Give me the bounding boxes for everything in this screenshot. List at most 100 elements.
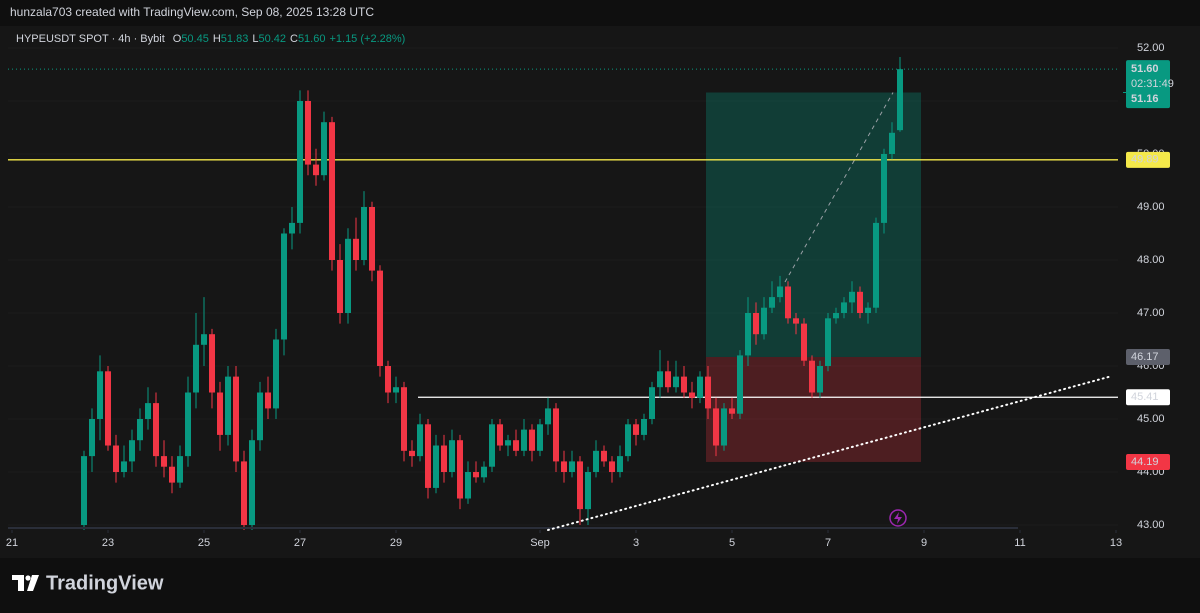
candle-body bbox=[393, 387, 399, 393]
alert-bolt bbox=[894, 512, 902, 524]
chart-panel bbox=[0, 26, 1200, 558]
legend-value: 51.83 bbox=[221, 33, 249, 45]
candle-body bbox=[225, 376, 231, 435]
candle-body bbox=[705, 376, 711, 409]
candle-body bbox=[433, 445, 439, 488]
last-price-bg bbox=[1126, 60, 1170, 109]
plot-area bbox=[8, 47, 1118, 530]
candle-body bbox=[97, 371, 103, 420]
candle-body bbox=[505, 440, 511, 446]
candle-body bbox=[793, 318, 799, 324]
candle-body bbox=[257, 392, 263, 441]
candle-body bbox=[449, 440, 455, 473]
x-tick-label: 13 bbox=[1110, 537, 1122, 549]
candle-body bbox=[873, 222, 879, 308]
candle-body bbox=[601, 450, 607, 462]
candle-body bbox=[369, 206, 375, 271]
symbol-legend: HYPEUSDT SPOT · 4h · Bybit O50.45 H51.83 L 5… bbox=[16, 33, 405, 45]
candle-body bbox=[577, 461, 583, 510]
candle-body bbox=[593, 450, 599, 473]
level-label-bg bbox=[1126, 389, 1170, 406]
target-label: 51.16 bbox=[1131, 93, 1159, 105]
candle-body bbox=[697, 376, 703, 398]
level-label: 49.89 bbox=[1131, 154, 1159, 166]
candle-body bbox=[345, 238, 351, 314]
candle-body bbox=[329, 122, 335, 260]
candle-body bbox=[489, 424, 495, 467]
candle-body bbox=[105, 371, 111, 446]
logo-text: TradingView bbox=[46, 572, 164, 594]
candle-body bbox=[281, 233, 287, 340]
candle-body bbox=[897, 69, 903, 131]
y-tick-label: 48.00 bbox=[1137, 254, 1165, 266]
candle-body bbox=[657, 371, 663, 388]
candle-body bbox=[441, 445, 447, 473]
level-label: 45.41 bbox=[1131, 391, 1159, 403]
candle-body bbox=[721, 408, 727, 446]
candle-body bbox=[545, 408, 551, 425]
candle-body bbox=[241, 461, 247, 526]
y-tick-label: 49.00 bbox=[1137, 201, 1165, 213]
candle-body bbox=[337, 259, 343, 314]
candle-body bbox=[401, 387, 407, 451]
candle-body bbox=[689, 392, 695, 398]
candle-body bbox=[809, 360, 815, 393]
legend-key: C bbox=[290, 33, 298, 45]
candle-body bbox=[585, 472, 591, 510]
candle-body bbox=[553, 408, 559, 462]
candle-body bbox=[185, 392, 191, 457]
header-text: hunzala703 created with TradingView.com,… bbox=[10, 5, 374, 19]
candle-body bbox=[457, 440, 463, 499]
candle-body bbox=[409, 450, 415, 457]
candle-body bbox=[313, 164, 319, 176]
candle-body bbox=[529, 429, 535, 451]
candle-body bbox=[265, 392, 271, 409]
candle-body bbox=[833, 313, 839, 319]
candle-body bbox=[641, 419, 647, 435]
candle-body bbox=[889, 132, 895, 154]
legend-value: 50.45 bbox=[181, 33, 209, 45]
y-tick-label: 43.00 bbox=[1137, 519, 1165, 531]
candle-body bbox=[665, 371, 671, 388]
candle-body bbox=[161, 456, 167, 467]
symbol: HYPEUSDT SPOT · 4h · Bybit bbox=[16, 33, 165, 45]
candle-body bbox=[617, 456, 623, 473]
entry-label: 46.17 bbox=[1131, 351, 1159, 363]
level-label-bg bbox=[1126, 151, 1170, 168]
legend-key: L bbox=[252, 33, 258, 45]
candle-body bbox=[569, 461, 575, 473]
candle-body bbox=[193, 344, 199, 393]
legend-key: O bbox=[173, 33, 182, 45]
candle-body bbox=[417, 424, 423, 457]
candle-body bbox=[209, 334, 215, 393]
y-tick-label: 45.00 bbox=[1137, 413, 1165, 425]
x-tick-label: 11 bbox=[1014, 537, 1025, 549]
logo-icon bbox=[12, 575, 39, 591]
y-tick-label: 52.00 bbox=[1137, 42, 1165, 54]
candle-body bbox=[745, 313, 751, 356]
candle-body bbox=[769, 297, 775, 308]
candle-body bbox=[233, 376, 239, 462]
candle-body bbox=[825, 318, 831, 367]
candle-body bbox=[273, 339, 279, 409]
candle-body bbox=[201, 334, 207, 345]
candle-body bbox=[217, 392, 223, 435]
legend-value: 51.60 bbox=[298, 33, 326, 45]
price-axis: 43.0044.0045.0046.0047.0048.0049.0050.00… bbox=[1123, 42, 1174, 531]
x-tick-label: 3 bbox=[633, 537, 639, 549]
candle-body bbox=[481, 466, 487, 478]
x-tick-label: 27 bbox=[294, 537, 306, 549]
candle-body bbox=[89, 419, 95, 457]
candle-body bbox=[817, 366, 823, 393]
candle-body bbox=[297, 100, 303, 223]
candle-body bbox=[81, 456, 87, 526]
candle-body bbox=[497, 424, 503, 446]
candle-body bbox=[609, 461, 615, 473]
candle-body bbox=[305, 100, 311, 165]
legend-key: H bbox=[213, 33, 221, 45]
candle-body bbox=[625, 424, 631, 457]
candle-body bbox=[353, 238, 359, 260]
countdown: 02:31:49 bbox=[1131, 78, 1174, 90]
x-tick-label: 29 bbox=[390, 537, 402, 549]
candle-body bbox=[169, 466, 175, 483]
